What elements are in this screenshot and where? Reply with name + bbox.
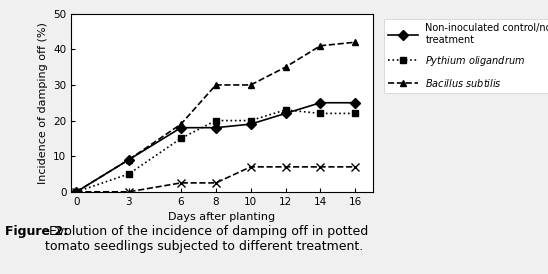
Text: Evolution of the incidence of damping off in potted
tomato seedlings subjected t: Evolution of the incidence of damping of… bbox=[45, 225, 368, 253]
Legend: Non-inoculated control/no
treatment, $\it{Pythium\ oligandrum}$, $\it{Bacillus\ : Non-inoculated control/no treatment, $\i… bbox=[384, 19, 548, 93]
Text: Figure 2:: Figure 2: bbox=[5, 225, 68, 238]
Y-axis label: Incidence of damping off (%): Incidence of damping off (%) bbox=[38, 22, 48, 184]
X-axis label: Days after planting: Days after planting bbox=[168, 212, 276, 222]
